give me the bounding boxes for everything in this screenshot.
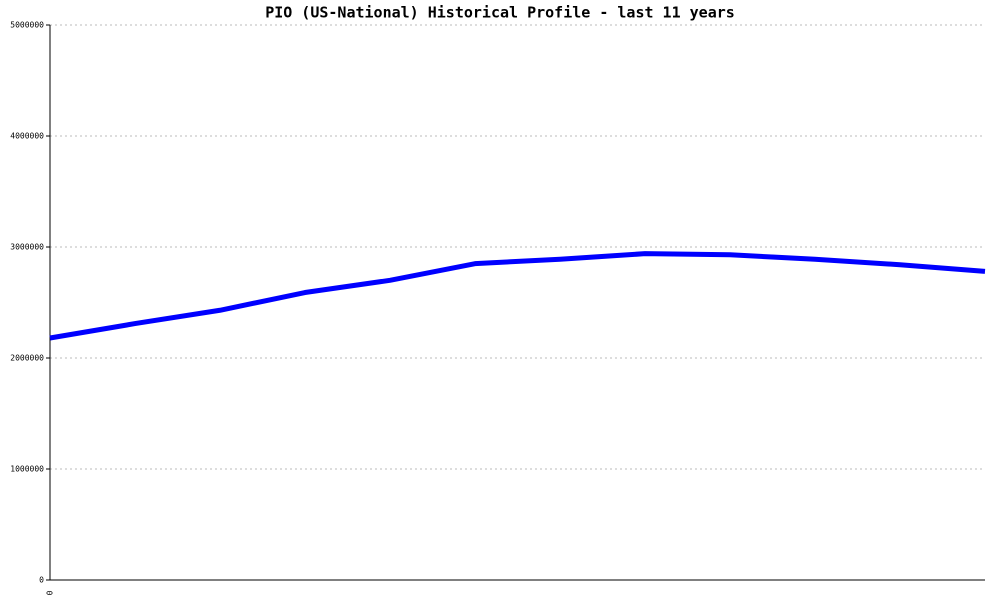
y-tick-label: 2000000 [10,354,44,363]
y-tick-label: 0 [39,576,44,585]
data-line [49,251,986,341]
y-tick-label: 3000000 [10,243,44,252]
x-tick-label: 0 [46,590,55,595]
y-tick-label: 5000000 [10,21,44,30]
chart-title: PIO (US-National) Historical Profile - l… [265,4,735,22]
y-tick-label: 4000000 [10,132,44,141]
y-tick-label: 1000000 [10,465,44,474]
